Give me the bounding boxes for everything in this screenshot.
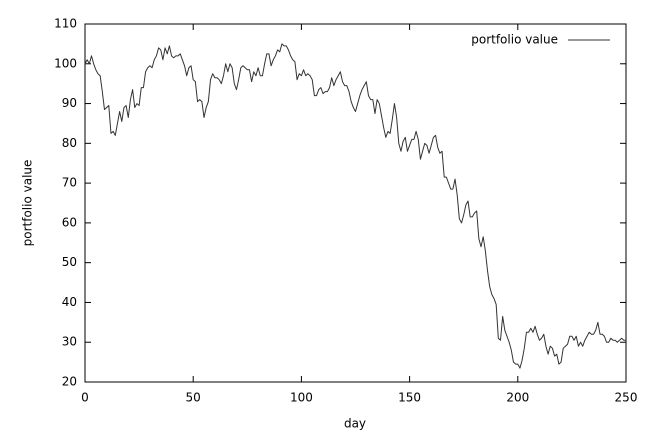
x-axis-label: day — [344, 417, 366, 431]
x-tick-label: 200 — [506, 391, 529, 405]
plot-frame — [84, 23, 627, 383]
y-tick-label: 20 — [62, 375, 77, 389]
y-tick-label: 30 — [62, 335, 77, 349]
x-tick-label: 0 — [81, 391, 89, 405]
x-tick-label: 150 — [398, 391, 421, 405]
x-tick-label: 100 — [290, 391, 313, 405]
y-tick-label: 90 — [62, 96, 77, 110]
x-tick-label: 250 — [615, 391, 638, 405]
y-tick-label: 40 — [62, 295, 77, 309]
y-tick-label: 80 — [62, 136, 77, 150]
legend-label: portfolio value — [471, 33, 558, 47]
y-tick-label: 100 — [54, 56, 77, 70]
x-tick-label: 50 — [186, 391, 201, 405]
y-tick-label: 70 — [62, 176, 77, 190]
y-tick-label: 110 — [54, 17, 77, 31]
y-tick-label: 50 — [62, 255, 77, 269]
y-axis-label: portfolio value — [21, 160, 35, 247]
y-tick-label: 60 — [62, 215, 77, 229]
data-line — [84, 43, 626, 369]
